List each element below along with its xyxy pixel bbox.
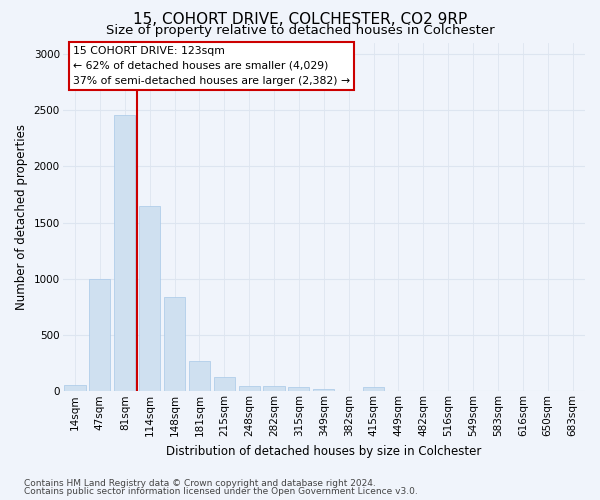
Y-axis label: Number of detached properties: Number of detached properties (15, 124, 28, 310)
Text: Contains HM Land Registry data © Crown copyright and database right 2024.: Contains HM Land Registry data © Crown c… (24, 479, 376, 488)
Text: 15 COHORT DRIVE: 123sqm
← 62% of detached houses are smaller (4,029)
37% of semi: 15 COHORT DRIVE: 123sqm ← 62% of detache… (73, 46, 350, 86)
Bar (289, 387, 310, 392)
Text: Contains public sector information licensed under the Open Government Licence v3: Contains public sector information licen… (24, 487, 418, 496)
Bar (214, 376, 235, 392)
Bar (139, 206, 160, 392)
Bar (263, 386, 284, 392)
Bar (64, 385, 86, 392)
X-axis label: Distribution of detached houses by size in Colchester: Distribution of detached houses by size … (166, 444, 481, 458)
Text: 15, COHORT DRIVE, COLCHESTER, CO2 9RP: 15, COHORT DRIVE, COLCHESTER, CO2 9RP (133, 12, 467, 28)
Bar (239, 386, 260, 392)
Text: Size of property relative to detached houses in Colchester: Size of property relative to detached ho… (106, 24, 494, 37)
Bar (313, 389, 334, 392)
Bar (363, 388, 384, 392)
Bar (89, 279, 110, 392)
Bar (189, 361, 210, 392)
Bar (164, 297, 185, 392)
Bar (114, 114, 136, 392)
